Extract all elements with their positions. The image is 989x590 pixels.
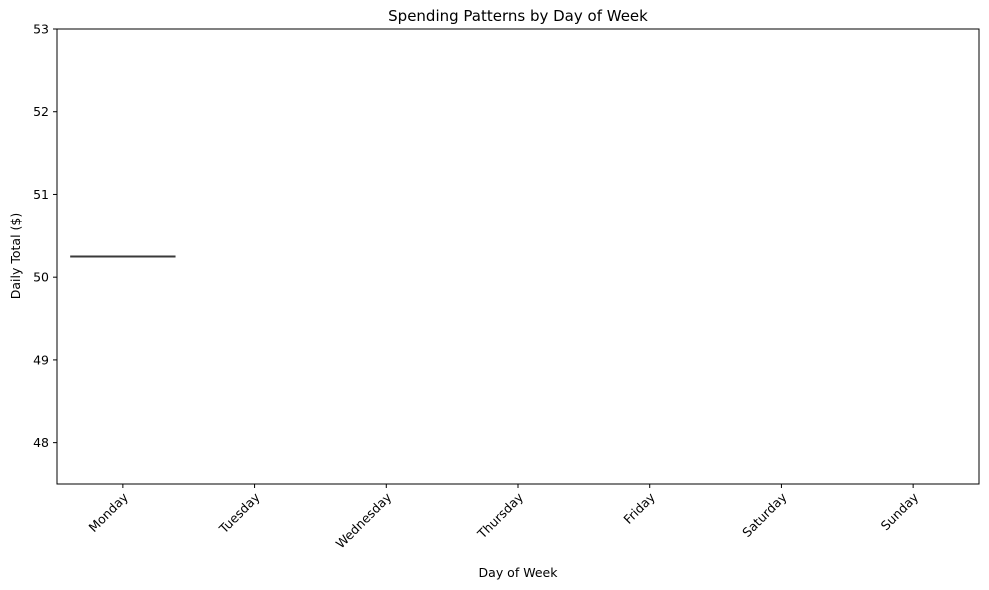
x-axis: Monday Tuesday Wednesday Thursday Friday Satu… xyxy=(85,484,922,551)
y-tick-label: 53 xyxy=(33,22,49,37)
plot-area xyxy=(56,28,980,485)
y-tick-label: 51 xyxy=(33,187,49,202)
x-tick-label: Thursday xyxy=(474,489,527,542)
y-tick-label: 49 xyxy=(33,352,49,367)
y-tick-label: 52 xyxy=(33,104,49,119)
y-axis: 48 49 50 51 52 53 xyxy=(33,22,57,450)
x-tick-label: Friday xyxy=(620,489,658,527)
x-tick-label: Monday xyxy=(85,489,131,535)
x-axis-label: Day of Week xyxy=(479,565,559,580)
x-tick-label: Sunday xyxy=(878,489,922,533)
x-tick-label: Tuesday xyxy=(215,489,263,537)
y-axis-label: Daily Total ($) xyxy=(8,213,23,299)
y-tick-label: 50 xyxy=(33,270,49,285)
y-tick-label: 48 xyxy=(33,435,49,450)
x-tick-label: Wednesday xyxy=(333,489,395,551)
x-tick-label: Saturday xyxy=(739,489,790,540)
chart-title: Spending Patterns by Day of Week xyxy=(388,7,648,25)
